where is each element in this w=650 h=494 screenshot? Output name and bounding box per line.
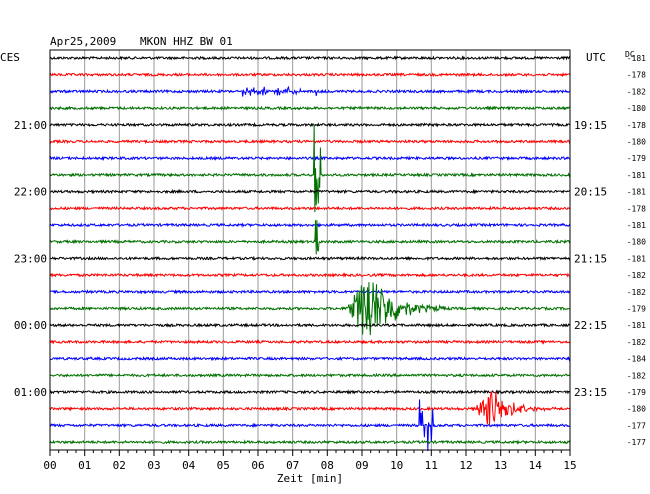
trace-line (49, 255, 571, 262)
left-time-label: 00:00 (14, 319, 47, 332)
trace-line (49, 85, 571, 97)
x-axis-label: Zeit [min] (277, 472, 343, 485)
x-tick-label: 13 (494, 459, 507, 472)
plot-frame (49, 49, 571, 451)
dc-offset-label: -180 (627, 238, 646, 247)
dc-offset-label: -181 (627, 188, 646, 197)
trace-line (49, 322, 571, 328)
trace-line (49, 372, 571, 378)
right-time-label: 22:15 (574, 319, 607, 332)
x-tick-label: 12 (459, 459, 472, 472)
dc-offset-label: -180 (627, 405, 646, 414)
left-time-label: 23:00 (14, 252, 47, 265)
trace-line (49, 55, 571, 61)
trace-line (49, 339, 571, 345)
dc-offset-label: -179 (627, 154, 646, 163)
trace-line (49, 282, 571, 336)
dc-offset-label: -179 (627, 388, 646, 397)
dc-offset-label: -184 (627, 355, 646, 364)
chart-date: Apr25,2009 (50, 35, 116, 48)
x-tick-label: 05 (217, 459, 230, 472)
x-tick-label: 10 (390, 459, 403, 472)
dc-offset-label: -177 (627, 421, 646, 430)
trace-line (49, 389, 571, 395)
dc-offset-label: -180 (627, 138, 646, 147)
x-tick-label: 00 (43, 459, 56, 472)
x-tick-label: 09 (355, 459, 368, 472)
x-tick-label: 02 (113, 459, 126, 472)
label-group: 21:00 22:00 23:00 00:00 01:00 19:15 20:15 21:15… (14, 54, 646, 472)
right-time-label: 20:15 (574, 186, 607, 199)
trace-line (49, 138, 571, 145)
left-timezone-label: CES (0, 51, 20, 64)
trace-line (49, 155, 571, 162)
trace-line (49, 105, 571, 111)
dc-offset-label: -179 (627, 305, 646, 314)
right-time-label: 21:15 (574, 252, 607, 265)
dc-offset-label: -182 (627, 87, 646, 96)
trace-line (49, 124, 571, 213)
dc-offset-label: -182 (627, 371, 646, 380)
x-tick-label: 06 (251, 459, 264, 472)
dc-offset-label: -180 (627, 104, 646, 113)
dc-offset-label: -181 (627, 254, 646, 263)
dc-offset-label: -182 (627, 271, 646, 280)
right-timezone-label: UTC (586, 51, 606, 64)
trace-line (49, 222, 571, 228)
trace-line (49, 122, 571, 128)
chart-station: MKON HHZ BW 01 (140, 35, 233, 48)
plot-grid (49, 50, 571, 456)
dc-offset-label: -181 (627, 321, 646, 330)
dc-offset-label: -178 (627, 204, 646, 213)
x-tick-label: 01 (78, 459, 91, 472)
left-time-label: 22:00 (14, 186, 47, 199)
left-time-label: 21:00 (14, 119, 47, 132)
x-tick-label: 08 (321, 459, 334, 472)
trace-line (49, 289, 571, 295)
trace-line (49, 355, 571, 362)
dc-offset-label: -181 (627, 54, 646, 63)
dc-offset-label: -178 (627, 71, 646, 80)
trace-line (49, 390, 571, 426)
trace-line (49, 220, 571, 255)
x-tick-label: 07 (286, 459, 299, 472)
x-tick-label: 04 (182, 459, 196, 472)
x-tick-label: 15 (563, 459, 576, 472)
trace-line (49, 188, 571, 195)
dc-offset-label: -178 (627, 121, 646, 130)
trace-line (49, 205, 571, 211)
x-tick-label: 11 (425, 459, 438, 472)
dc-offset-label: -182 (627, 338, 646, 347)
dc-offset-label: -181 (627, 171, 646, 180)
dc-offset-label: -181 (627, 221, 646, 230)
x-tick-label: 14 (529, 459, 543, 472)
dc-label: DC (625, 50, 635, 59)
trace-line (49, 71, 571, 78)
dc-offset-label: -182 (627, 288, 646, 297)
right-time-label: 23:15 (574, 386, 607, 399)
trace-group (49, 55, 571, 452)
trace-line (49, 439, 571, 445)
x-tick-label: 03 (147, 459, 160, 472)
right-time-label: 19:15 (574, 119, 607, 132)
trace-line (49, 399, 571, 452)
dc-offset-label: -177 (627, 438, 646, 447)
trace-line (49, 272, 571, 279)
left-time-label: 01:00 (14, 386, 47, 399)
